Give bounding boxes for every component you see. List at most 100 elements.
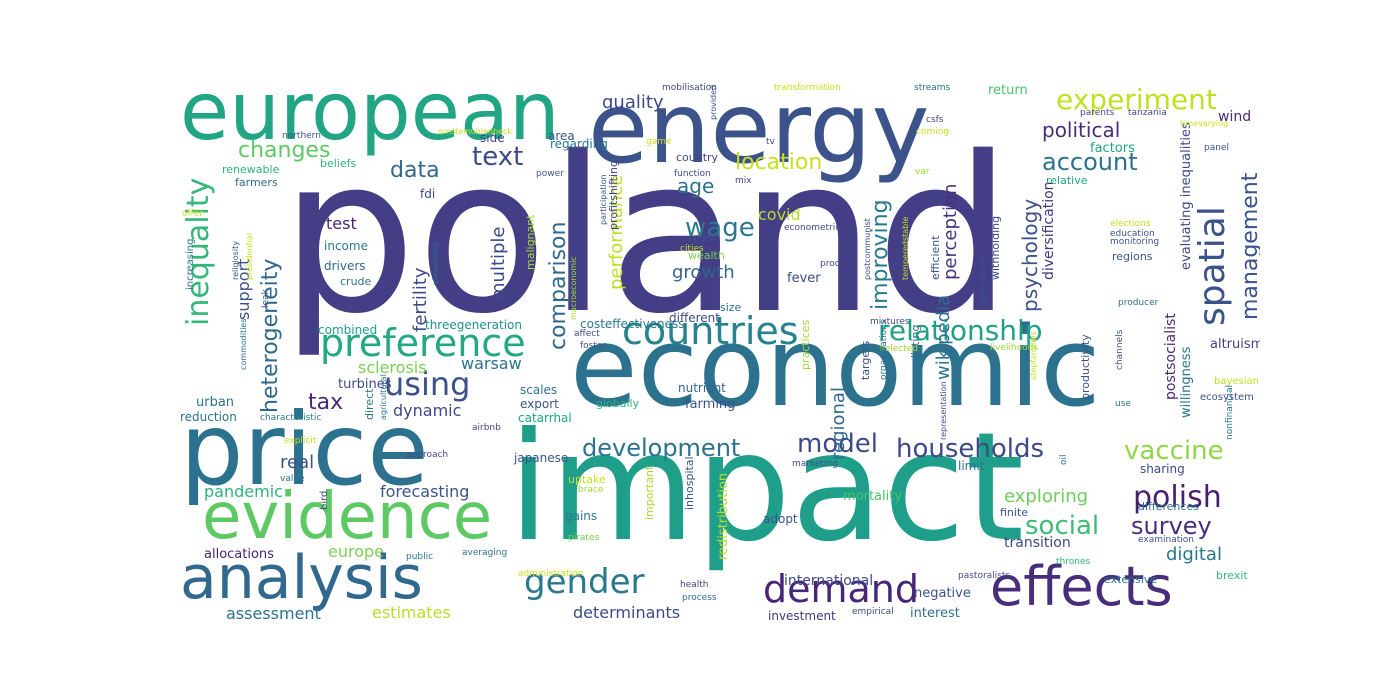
word-size: size [720,301,742,314]
word-test: test [326,214,357,233]
word-foster: foster [580,341,607,351]
word-determinants: determinants [573,603,681,622]
word-digital: digital [1166,544,1222,565]
word-drivers: drivers [324,259,366,273]
word-csfs: csfs [926,115,944,125]
word-leak: leak [261,289,271,308]
word-streams: streams [914,83,951,93]
word-turbines: turbines [338,377,392,392]
word-factors: factors [1090,141,1135,156]
word-quality: quality [602,92,664,113]
word-macroeconomic: macroeconomic [569,256,578,320]
word-analysis: analysis [180,543,423,613]
word-mix: mix [735,176,752,186]
word-affect: affect [574,329,600,339]
word-polish: polish [1133,480,1222,515]
word-organisations: organisations [879,319,889,380]
word-political: political [1042,118,1121,142]
word-nonfinancial: nonfinancial [1225,385,1235,440]
word-explicit: explicit [284,436,317,446]
word-model: model [797,429,878,459]
word-direct: direct [363,388,376,420]
word-european: european [180,80,560,158]
word-brexit: brexit [1216,569,1248,582]
word-fever: fever [787,271,821,286]
word-administration: administration [518,569,584,579]
word-agricultural: agricultural [379,374,388,420]
word-livelihoods: livelihoods [990,343,1038,353]
word-management: management [1238,172,1260,320]
word-panel: panel [1204,143,1229,153]
word-covid: covid [758,205,801,224]
word-averaging: averaging [462,548,508,558]
word-education: education [1110,229,1155,239]
word-side: side [480,131,505,145]
word-profitshifting: profitshifting [607,160,620,230]
word-channels: channels [1115,329,1125,370]
word-differences: differences [1138,500,1199,513]
word-sharing: sharing [1140,462,1185,476]
word-account: account [1042,148,1138,176]
word-countries: countries [622,309,799,353]
word-dynamic: dynamic [393,401,462,420]
word-globally: globally [596,397,640,410]
word-comparison: comparison [546,221,571,350]
word-cloud: poland impact economic price energy european e… [180,80,1260,625]
word-psychology: psychology [1018,198,1042,312]
word-marketing: marketing [792,459,838,469]
word-area: area [548,129,575,143]
word-producer: producer [1118,298,1159,308]
word-process: process [682,593,717,603]
word-poland: poland [280,110,1013,361]
word-use: use [1115,399,1131,409]
word-thrones: thrones [1056,557,1091,567]
word-past: past [693,231,717,244]
word-urban: urban [196,395,235,410]
word-finite: finite [1000,506,1029,519]
word-wealth: wealth [688,249,725,262]
word-improving: improving [868,199,893,310]
word-farming: farming [685,397,736,412]
word-fdi: fdi [420,187,436,201]
word-survey: survey [1131,512,1212,540]
word-limit: limit [958,459,985,473]
word-oil: oil [1059,454,1069,465]
word-energy: energy [588,80,930,186]
word-evidence: evidence [202,480,493,554]
word-households: households [896,434,1045,464]
word-opportunities: opportunities [979,256,988,310]
word-product: product [820,259,855,269]
word-pastoralists: pastoralists [958,571,1011,581]
word-forecasting: forecasting [380,482,470,501]
word-increasing: increasing [185,238,196,290]
word-exploring: exploring [1004,486,1089,507]
word-presidential: presidential [245,232,254,280]
word-airbnb: airbnb [472,423,501,433]
word-northern: northern [282,131,321,141]
word-extensive: extensive [1104,573,1158,586]
word-tax: tax [308,390,344,415]
word-mixtures: mixtures [870,317,910,327]
word-examination: examination [1138,535,1194,545]
word-combined: combined [318,323,378,337]
word-impact: impact [508,401,1025,575]
word-using: using [384,365,471,403]
word-tanzania: tanzania [1128,108,1167,118]
word-religiosity: religiosity [231,241,240,280]
word-mobilisation: mobilisation [662,83,717,93]
word-nutrient: nutrient [678,381,726,395]
word-bayesian: bayesian [1214,376,1259,387]
word-efficient: efficient [929,235,942,280]
word-spatial: spatial [1192,206,1233,326]
word-econometrics: econometrics [784,223,845,233]
word-assessment: assessment [226,604,321,623]
word-diversification: diversification [1041,181,1057,280]
word-investment: investment [768,609,836,623]
word-game: game [646,137,672,147]
word-approach: approach [406,450,449,460]
word-empirical: empirical [852,607,894,617]
word-price: price [180,391,429,508]
word-experiment: experiment [1056,83,1217,116]
word-location: location [735,150,823,175]
word-stepfamilies: stepfamilies [1029,331,1038,380]
